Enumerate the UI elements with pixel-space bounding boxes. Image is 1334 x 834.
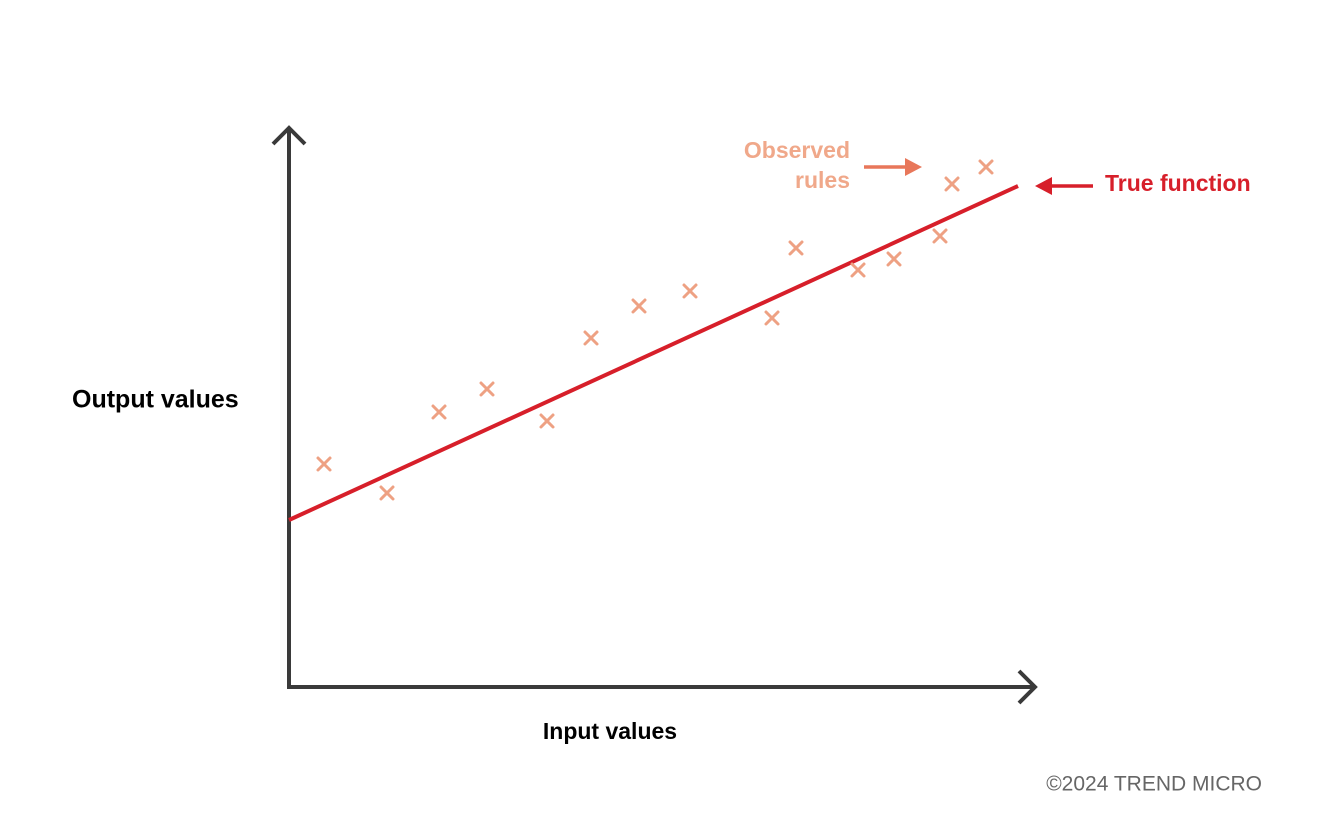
cross-marker [788,240,804,256]
cross-stroke [886,251,902,267]
cross-stroke [631,298,647,314]
cross-marker [682,283,698,299]
cross-marker [539,413,555,429]
true-function-arrow [1035,177,1093,195]
cross-stroke [539,413,555,429]
cross-stroke [583,330,599,346]
cross-marker [850,262,866,278]
cross-stroke [944,176,960,192]
axis-lines [287,130,1033,689]
cross-marker [944,176,960,192]
true-function-label: True function [1105,170,1251,196]
cross-marker [583,330,599,346]
cross-marker [764,310,780,326]
observed-label: Observed [744,137,850,163]
observed-arrow [864,158,922,176]
cross-stroke [764,310,780,326]
observations [316,159,994,501]
arrow-head [905,158,922,176]
cross-marker [479,381,495,397]
observed-label: rules [795,167,850,193]
cross-stroke [379,485,395,501]
cross-stroke [978,159,994,175]
cross-marker [379,485,395,501]
cross-stroke [431,404,447,420]
cross-marker [316,456,332,472]
cross-marker [631,298,647,314]
cross-marker [978,159,994,175]
y-axis-label: Output values [72,386,239,414]
copyright: ©2024 TREND MICRO [1046,773,1262,796]
arrow-head [1035,177,1052,195]
true-function-line [288,184,1019,522]
x-axis-label: Input values [543,718,677,744]
x-arrowhead [1017,669,1038,705]
cross-stroke [479,381,495,397]
cross-stroke [932,228,948,244]
cross-stroke [682,283,698,299]
cross-stroke [316,456,332,472]
axes [271,125,1038,705]
cross-stroke [788,240,804,256]
cross-stroke [850,262,866,278]
cross-marker [886,251,902,267]
y-arrowhead [271,125,307,146]
cross-marker [431,404,447,420]
cross-marker [932,228,948,244]
